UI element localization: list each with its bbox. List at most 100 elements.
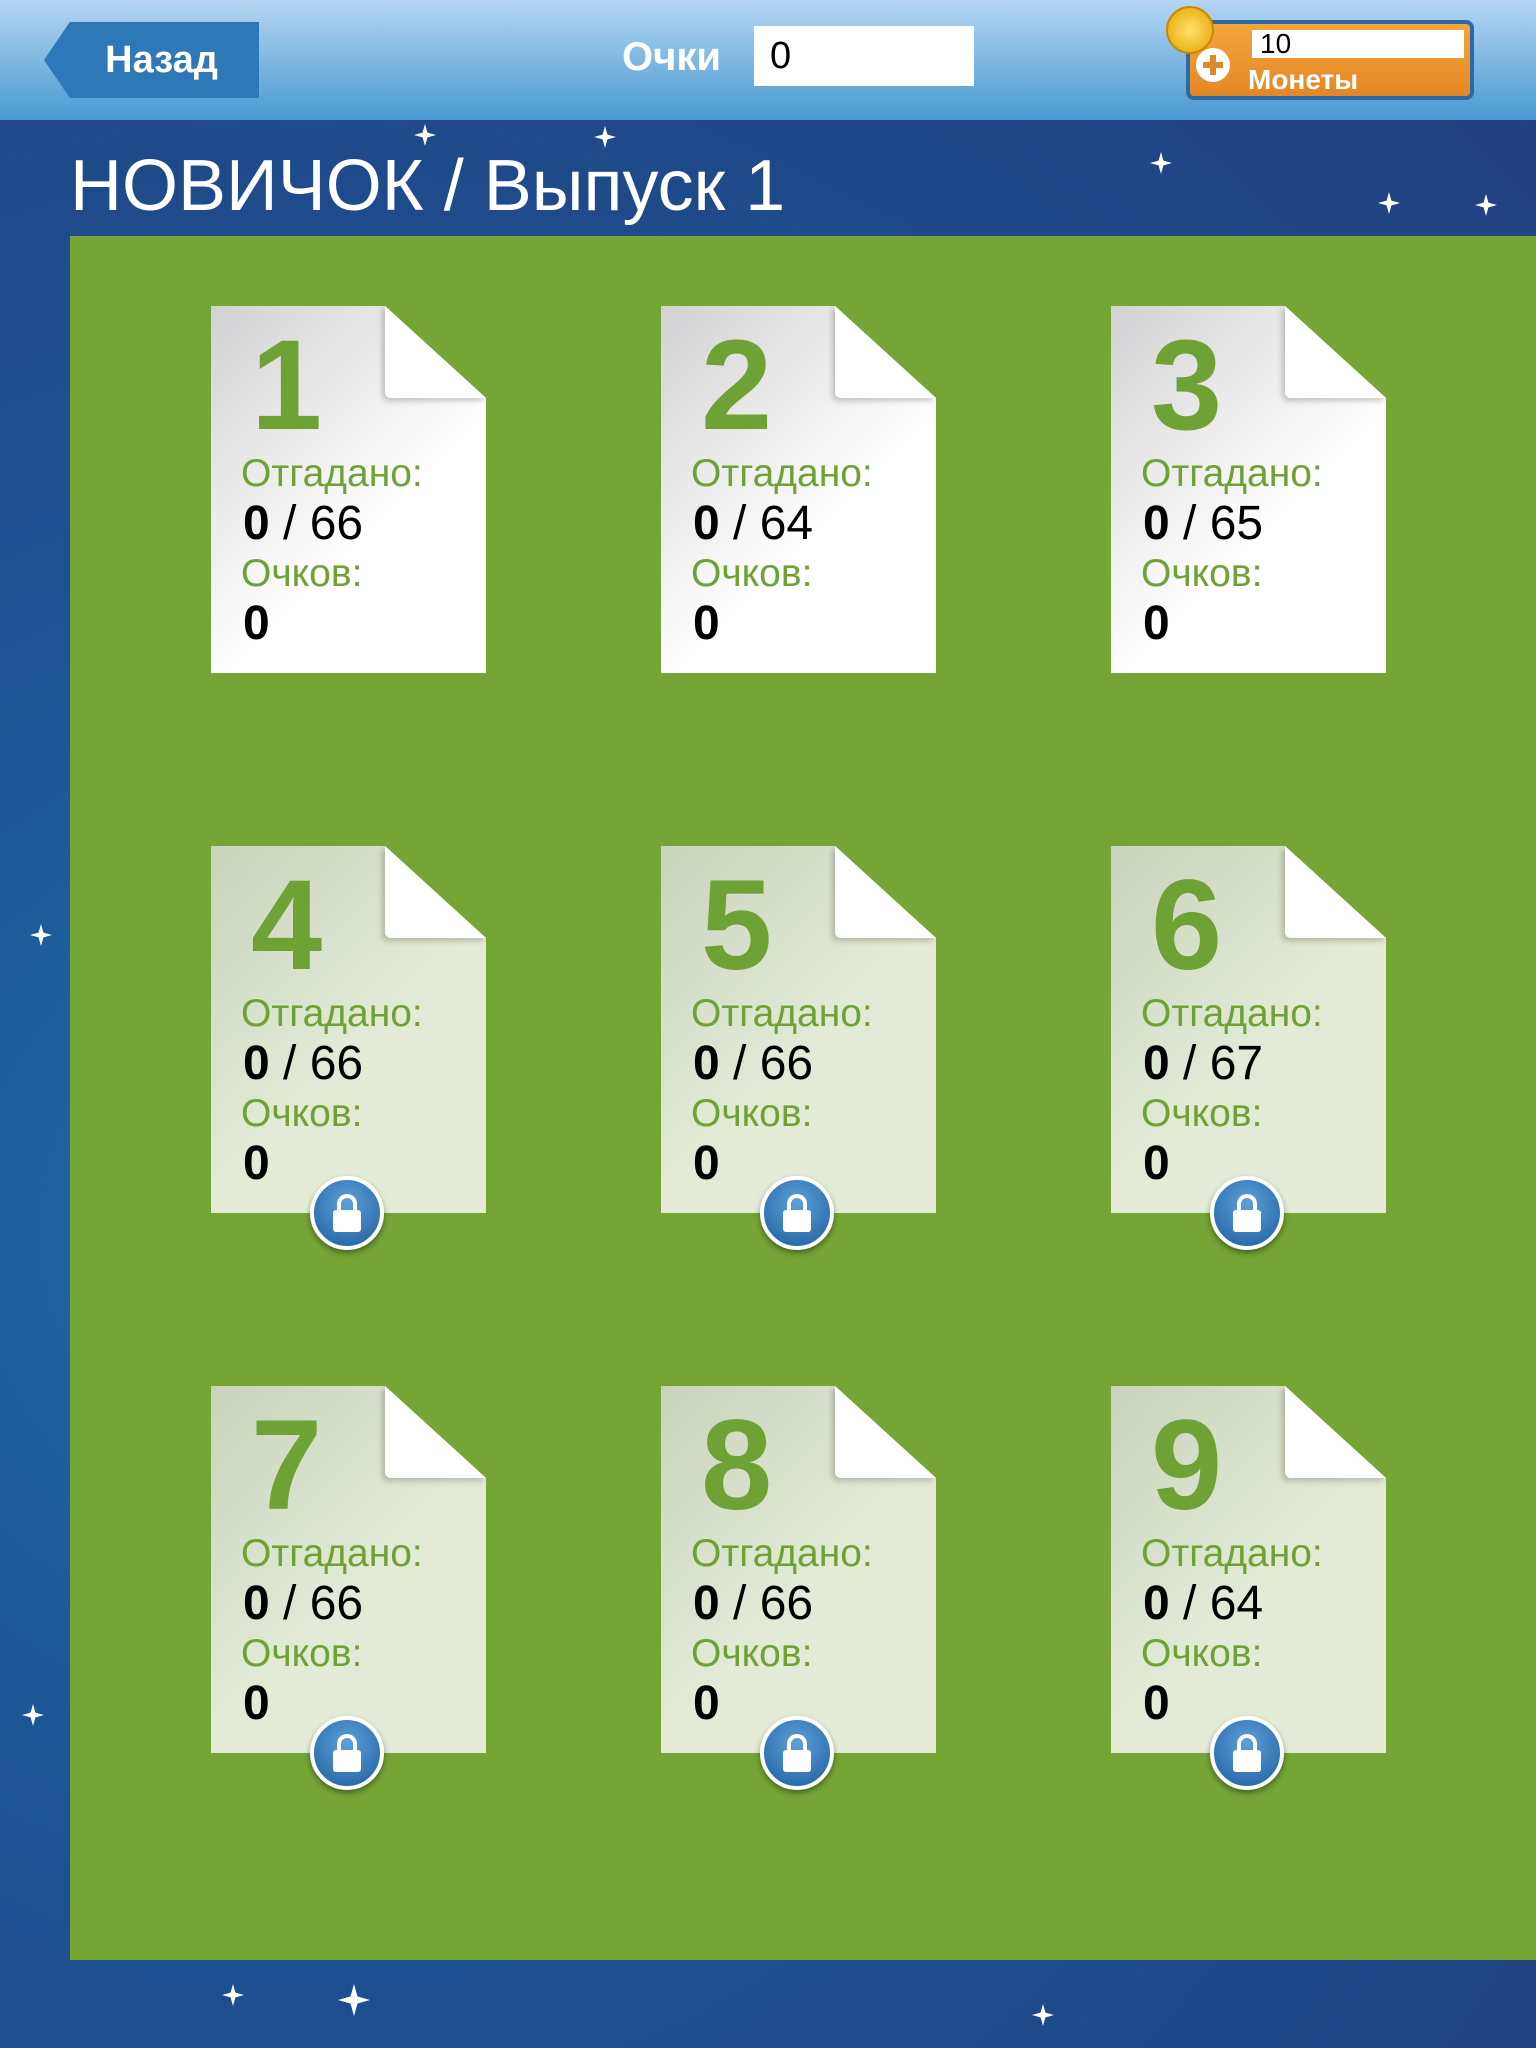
total-count: 65 [1209, 497, 1264, 550]
total-count: 66 [309, 1037, 364, 1090]
points-label: Очков: [241, 1632, 363, 1675]
guessed-value: 0 / 64 [1143, 1577, 1264, 1630]
coins-button[interactable]: 10 Монеты [1186, 20, 1474, 100]
back-label: Назад [105, 38, 218, 81]
level-number: 2 [701, 314, 773, 457]
points-count: 0 [1143, 597, 1170, 650]
points-count: 0 [693, 597, 720, 650]
level-number: 1 [251, 314, 323, 457]
points-label: Очков: [241, 1092, 363, 1135]
points-count: 0 [1143, 1677, 1170, 1730]
lock-icon[interactable] [760, 1716, 834, 1790]
level-number: 8 [701, 1394, 773, 1537]
level-card-4[interactable]: 4 Отгадано: 0 / 66 Очков: 0 [211, 846, 486, 1213]
guessed-value: 0 / 66 [693, 1577, 814, 1630]
points-label: Очков: [691, 1632, 813, 1675]
star-icon [1032, 2004, 1054, 2026]
level-card-6[interactable]: 6 Отгадано: 0 / 67 Очков: 0 [1111, 846, 1386, 1213]
points-value: 0 [243, 1138, 270, 1190]
coins-value: 10 [1252, 30, 1464, 58]
points-label: Очков: [241, 552, 363, 595]
guessed-count: 0 [1143, 497, 1170, 550]
points-label: Очков: [1141, 1632, 1263, 1675]
coins-label: Монеты [1248, 64, 1359, 95]
total-count: 64 [759, 497, 814, 550]
total-count: 67 [1209, 1037, 1264, 1090]
guessed-count: 0 [693, 1577, 720, 1630]
lock-icon[interactable] [310, 1176, 384, 1250]
guessed-label: Отгадано: [691, 452, 873, 495]
points-count: 0 [693, 1677, 720, 1730]
lock-shackle [1237, 1734, 1257, 1754]
star-icon [30, 924, 52, 946]
level-number: 7 [251, 1394, 323, 1537]
points-value: 0 [693, 1138, 720, 1190]
level-card-3[interactable]: 3 Отгадано: 0 / 65 Очков: 0 [1111, 306, 1386, 673]
level-card-5[interactable]: 5 Отгадано: 0 / 66 Очков: 0 [661, 846, 936, 1213]
level-card-7[interactable]: 7 Отгадано: 0 / 66 Очков: 0 [211, 1386, 486, 1753]
points-label: Очков: [691, 1092, 813, 1135]
score-label: Очки [622, 35, 721, 79]
level-card-1[interactable]: 1 Отгадано: 0 / 66 Очков: 0 [211, 306, 486, 673]
total-count: 64 [1209, 1577, 1264, 1630]
coin-icon [1166, 6, 1214, 54]
points-label: Очков: [1141, 1092, 1263, 1135]
level-card-2[interactable]: 2 Отгадано: 0 / 64 Очков: 0 [661, 306, 936, 673]
lock-icon[interactable] [760, 1176, 834, 1250]
guessed-value: 0 / 66 [693, 1037, 814, 1090]
guessed-label: Отгадано: [241, 452, 423, 495]
lock-shackle [337, 1734, 357, 1754]
level-number: 6 [1151, 854, 1223, 997]
lock-body [1233, 1750, 1261, 1772]
points-count: 0 [243, 1137, 270, 1190]
star-icon [1378, 192, 1400, 214]
star-icon [1150, 152, 1172, 174]
level-card-9[interactable]: 9 Отгадано: 0 / 64 Очков: 0 [1111, 1386, 1386, 1753]
points-count: 0 [243, 1677, 270, 1730]
points-value: 0 [1143, 1138, 1170, 1190]
guessed-label: Отгадано: [691, 1532, 873, 1575]
guessed-label: Отгадано: [241, 992, 423, 1035]
lock-icon[interactable] [1210, 1176, 1284, 1250]
guessed-label: Отгадано: [1141, 1532, 1323, 1575]
guessed-count: 0 [693, 1037, 720, 1090]
star-icon [1475, 194, 1497, 216]
total-count: 66 [309, 1577, 364, 1630]
back-button[interactable]: Назад [44, 22, 259, 98]
level-number: 3 [1151, 314, 1223, 457]
points-count: 0 [1143, 1137, 1170, 1190]
guessed-label: Отгадано: [691, 992, 873, 1035]
points-count: 0 [693, 1137, 720, 1190]
plus-icon[interactable] [1196, 48, 1230, 82]
guessed-label: Отгадано: [1141, 452, 1323, 495]
guessed-label: Отгадано: [1141, 992, 1323, 1035]
points-value: 0 [693, 598, 720, 650]
level-number: 9 [1151, 1394, 1223, 1537]
guessed-value: 0 / 67 [1143, 1037, 1264, 1090]
guessed-value: 0 / 66 [243, 497, 364, 550]
guessed-count: 0 [1143, 1577, 1170, 1630]
guessed-value: 0 / 64 [693, 497, 814, 550]
points-value: 0 [1143, 598, 1170, 650]
guessed-value: 0 / 66 [243, 1037, 364, 1090]
lock-icon[interactable] [1210, 1716, 1284, 1790]
guessed-count: 0 [243, 497, 270, 550]
total-count: 66 [309, 497, 364, 550]
level-card-8[interactable]: 8 Отгадано: 0 / 66 Очков: 0 [661, 1386, 936, 1753]
lock-body [333, 1750, 361, 1772]
star-icon [594, 126, 616, 148]
guessed-label: Отгадано: [241, 1532, 423, 1575]
level-number: 4 [251, 854, 323, 997]
lock-body [783, 1210, 811, 1232]
lock-shackle [787, 1194, 807, 1214]
top-bar: Назад Очки 10 Монеты [0, 0, 1536, 120]
guessed-value: 0 / 66 [243, 1577, 364, 1630]
lock-shackle [1237, 1194, 1257, 1214]
score-field [754, 26, 974, 86]
points-label: Очков: [1141, 552, 1263, 595]
points-label: Очков: [691, 552, 813, 595]
star-icon [338, 1984, 370, 2016]
star-icon [414, 124, 436, 146]
lock-body [783, 1750, 811, 1772]
lock-icon[interactable] [310, 1716, 384, 1790]
